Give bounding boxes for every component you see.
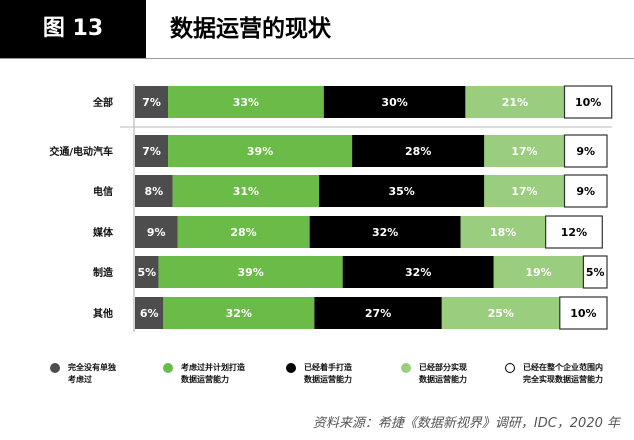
bar-segment [582, 255, 608, 289]
data-label: 31% [233, 185, 259, 198]
data-label: 5% [137, 266, 156, 279]
bar-segment [309, 216, 461, 248]
legend-marker-icon [50, 363, 60, 373]
source-note: 资料来源：希捷《数据新视界》调研，IDC，2020 年 [312, 416, 620, 431]
category-label: 交通/电动汽车 [49, 145, 113, 158]
data-label: 33% [233, 96, 259, 109]
data-label: 39% [247, 145, 273, 158]
data-label: 12% [561, 226, 587, 239]
legend-item: 完全没有单独 考虑过 [50, 362, 116, 386]
legend-text: 数据运营能力 [419, 375, 467, 384]
data-label: 32% [405, 266, 431, 279]
legend-text: 已经部分实现 [419, 363, 467, 372]
data-label: 21% [502, 96, 528, 109]
data-label: 10% [570, 307, 596, 320]
data-label: 10% [575, 96, 601, 109]
legend-marker-icon [401, 363, 411, 373]
bar-segment [545, 215, 603, 249]
bar-segment [493, 256, 584, 288]
data-label: 30% [381, 96, 407, 109]
legend-text: 完全实现数据运营能力 [523, 375, 603, 384]
data-label: 6% [140, 307, 159, 320]
bar-segment [172, 175, 320, 207]
header-divider [0, 58, 634, 59]
bar-segment [177, 216, 310, 248]
bar-segment [135, 297, 164, 329]
data-label: 5% [586, 266, 605, 279]
bar-segment [352, 135, 485, 167]
legend-item: 已经部分实现 数据运营能力 [401, 362, 467, 386]
data-label: 17% [511, 185, 537, 198]
bar-segment [163, 297, 315, 329]
legend-text: 数据运营能力 [304, 375, 352, 384]
legend-text: 完全没有单独 [68, 363, 116, 372]
legend-item: 已经在整个企业范围内 完全实现数据运营能力 [505, 362, 603, 386]
figure-label: 图 13 [0, 0, 146, 58]
data-label: 32% [372, 226, 398, 239]
data-label: 17% [511, 145, 537, 158]
legend-marker-icon [163, 363, 173, 373]
legend-text: 已经在整个企业范围内 [523, 363, 603, 372]
bar-segment [135, 135, 169, 167]
bar-segment [441, 297, 560, 329]
legend-marker-icon [505, 363, 515, 373]
bar-segment [135, 86, 169, 118]
bar-segment [168, 86, 324, 118]
bar-segment [135, 256, 159, 288]
legend-marker-icon [286, 363, 296, 373]
bar-segment [484, 135, 565, 167]
data-label: 39% [237, 266, 263, 279]
data-label: 28% [230, 226, 256, 239]
bar-segment [563, 85, 613, 119]
data-label: 8% [145, 185, 164, 198]
bar-segment [563, 134, 608, 168]
data-label: 18% [490, 226, 516, 239]
bar-segment [135, 175, 173, 207]
bar-segment [135, 216, 178, 248]
data-label: 32% [226, 307, 252, 320]
bar-segment [484, 175, 565, 207]
bar-segment [559, 296, 608, 330]
legend-item: 考虑过并计划打造 数据运营能力 [163, 362, 245, 386]
legend-item: 已经着手打造 数据运营能力 [286, 362, 352, 386]
legend-text: 数据运营能力 [181, 375, 229, 384]
category-label: 媒体 [92, 226, 114, 239]
category-label: 电信 [93, 185, 113, 198]
data-label: 27% [365, 307, 391, 320]
bar-segment [319, 175, 485, 207]
chart-title: 数据运营的现状 [170, 16, 331, 42]
bar-segment [563, 174, 608, 208]
data-label: 9% [576, 145, 595, 158]
bar-segment [314, 297, 442, 329]
data-label: 28% [405, 145, 431, 158]
bar-segment [465, 86, 565, 118]
bar-segment [460, 216, 546, 248]
data-label: 9% [147, 226, 166, 239]
bar-segment [158, 256, 343, 288]
category-label: 全部 [92, 96, 113, 109]
data-label: 7% [142, 145, 161, 158]
legend-text: 考虑过并计划打造 [181, 363, 245, 372]
data-label: 7% [142, 96, 161, 109]
category-label: 其他 [93, 307, 113, 320]
legend-text: 已经着手打造 [304, 363, 352, 372]
category-label: 制造 [93, 266, 114, 279]
data-label: 9% [576, 185, 595, 198]
bar-segment [342, 256, 494, 288]
bar-segment [168, 135, 353, 167]
data-label: 35% [389, 185, 415, 198]
data-label: 25% [488, 307, 514, 320]
legend-text: 考虑过 [68, 375, 92, 384]
data-label: 19% [525, 266, 551, 279]
bar-segment [323, 86, 466, 118]
